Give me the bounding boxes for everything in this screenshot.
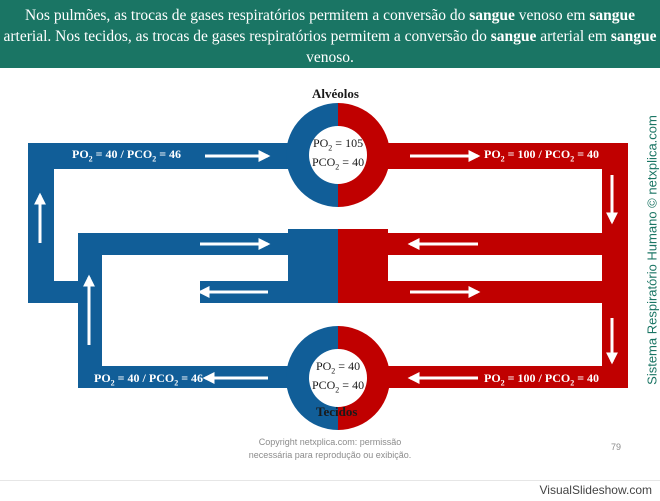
footer-bar: VisualSlideshow.com: [0, 480, 660, 501]
venous-top-gas-label: PO2 = 40 / PCO2 = 46: [72, 147, 182, 164]
alveolus-gas-values: PO2 = 105 PCO2 = 40: [311, 136, 365, 172]
venous-vessels: [28, 143, 338, 388]
tecidos-label: Tecidos: [316, 404, 358, 419]
tissue-circle: [286, 326, 390, 430]
arterial-top-gas-label: PO2 = 100 / PCO2 = 40: [484, 147, 600, 164]
header-bold: sangue: [589, 7, 635, 24]
header-text: venoso em: [514, 7, 590, 24]
copyright-line: necessária para reprodução ou exibição.: [248, 450, 412, 460]
header-bold: sangue: [469, 7, 515, 24]
copyright-note: Copyright netxplica.com: permissão neces…: [230, 436, 430, 462]
tissue-gas-values: PO2 = 40 PCO2 = 40: [311, 359, 365, 395]
alveolos-label: Alvéolos: [312, 86, 359, 101]
header-banner: Nos pulmões, as trocas de gases respirat…: [0, 0, 660, 68]
header-text: arterial. Nos tecidos, as trocas de gase…: [3, 28, 491, 45]
venous-bottom-gas-label: PO2 = 40 / PCO2 = 46: [94, 371, 204, 388]
page-number: 79: [611, 442, 622, 452]
header-text: venoso.: [306, 49, 354, 66]
footer-brand: VisualSlideshow.com: [539, 483, 652, 497]
header-bold: sangue: [490, 28, 537, 45]
header-text: Nos pulmões, as trocas de gases respirat…: [24, 7, 470, 24]
side-caption: Sistema Respiratório Humano © netxplica.…: [645, 115, 660, 385]
flow-arrows: [34, 150, 618, 384]
side-caption-text: Sistema Respiratório Humano © netxplica.…: [644, 115, 660, 385]
arterial-bottom-gas-label: PO2 = 100 / PCO2 = 40: [484, 371, 600, 388]
header-text: arterial em: [536, 28, 611, 45]
header-bold: sangue: [610, 28, 657, 45]
alveolus-circle: [286, 103, 390, 207]
copyright-line: Copyright netxplica.com: permissão: [258, 437, 402, 447]
